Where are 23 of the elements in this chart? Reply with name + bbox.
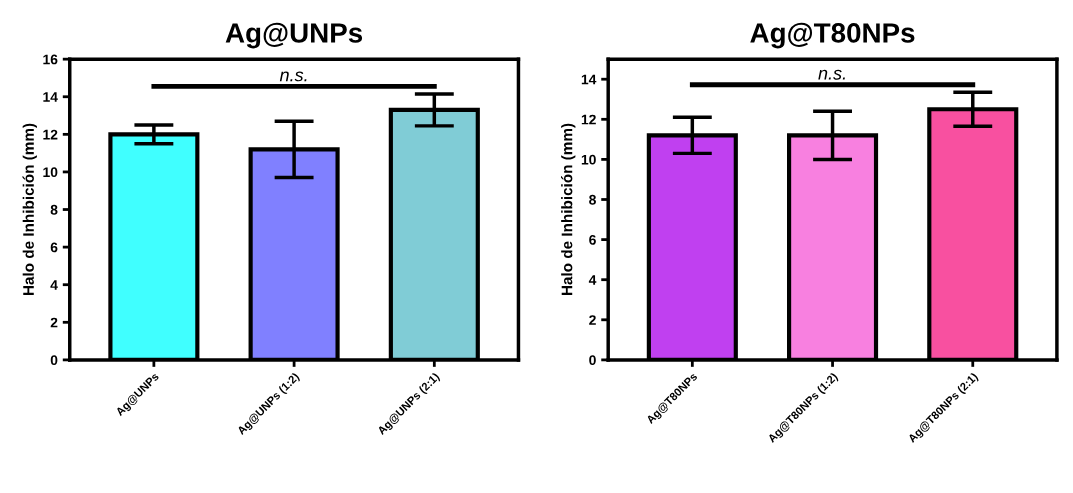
y-tick-label: 0 [50,355,58,366]
y-tick-label: 0 [589,355,596,366]
y-tick-label: 8 [50,204,58,215]
y-axis-title: Halo de Inhibición (mm) [561,123,576,296]
y-tick-label: 6 [589,234,596,245]
chart-title: Ag@UNPs [225,22,363,49]
annotation: n.s. [818,69,845,80]
y-tick-label: 12 [43,129,58,140]
y-tick-label: 14 [581,74,597,85]
y-tick-label: 10 [43,167,58,178]
y-tick-label: 14 [43,92,58,102]
y-axis-title: Halo de Inhibición (mm) [22,123,37,296]
y-tick-label: 12 [581,114,596,125]
y-tick-label: 4 [588,275,597,285]
y-tick-label: 16 [43,54,58,65]
y-tick-label: 2 [50,317,58,328]
y-tick-label: 8 [589,194,596,205]
annotation: n.s. [279,71,307,82]
y-tick-label: 2 [589,315,596,325]
chart-title: Ag@T80NPs [750,22,915,49]
y-tick-label: 10 [581,154,596,165]
y-tick-label: 4 [50,280,58,290]
y-tick-label: 6 [50,242,58,253]
